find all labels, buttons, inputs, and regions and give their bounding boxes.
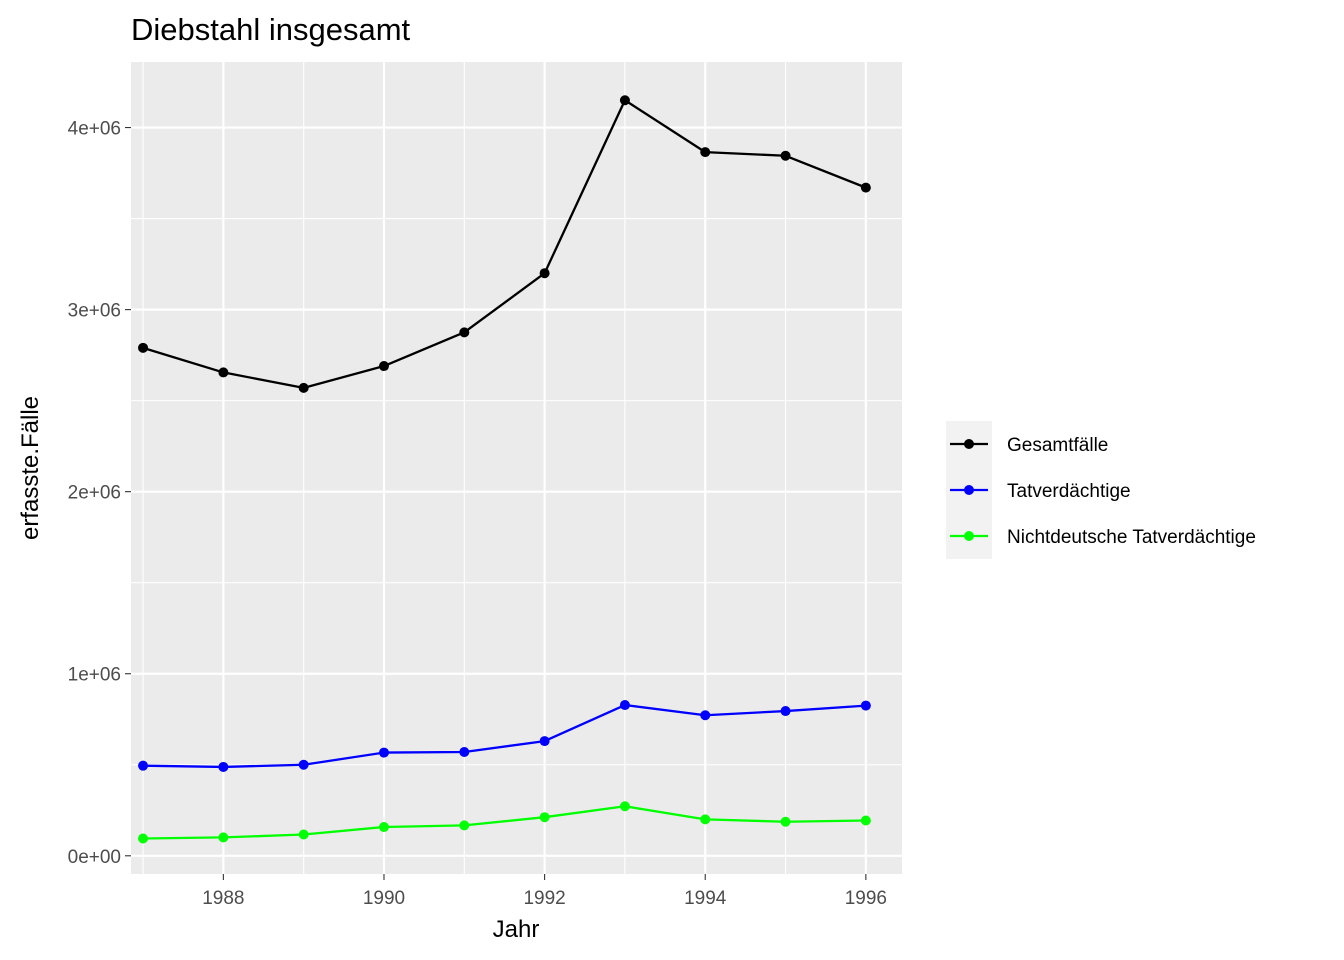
- series-line: [142, 99, 867, 390]
- data-point: [378, 747, 389, 758]
- data-point: [459, 327, 470, 338]
- data-point: [619, 95, 630, 106]
- data-point: [780, 816, 791, 827]
- legend: Gesamtfälle Tatverdächtige Nichtdeutsche T…: [946, 421, 1256, 559]
- y-tick-label: 2e+06: [68, 483, 121, 504]
- chart-title: Diebstahl insgesamt: [131, 12, 411, 47]
- data-point: [218, 367, 229, 378]
- legend-label: Tatverdächtige: [1007, 481, 1131, 502]
- data-point: [218, 761, 229, 772]
- data-point: [700, 814, 711, 825]
- x-tick-label: 1992: [523, 888, 565, 909]
- data-point: [700, 710, 711, 721]
- plot-panel: [131, 62, 902, 874]
- data-point: [138, 833, 149, 844]
- series-layer: [138, 95, 871, 844]
- data-point: [860, 700, 871, 711]
- y-tick-label: 4e+06: [68, 119, 121, 140]
- data-point: [539, 812, 550, 823]
- grid: [131, 62, 902, 874]
- data-point: [539, 736, 550, 747]
- data-point: [298, 382, 309, 393]
- y-axis: 0e+00 1e+06 2e+06 3e+06 4e+06: [68, 119, 131, 868]
- y-tick-label: 1e+06: [68, 665, 121, 686]
- data-point: [218, 832, 229, 843]
- data-point: [378, 361, 389, 372]
- x-tick-label: 1996: [845, 888, 887, 909]
- data-point: [459, 747, 470, 758]
- x-tick-label: 1990: [363, 888, 405, 909]
- series: [138, 700, 871, 772]
- x-axis: 1988 1990 1992 1994 1996: [202, 874, 887, 909]
- legend-key-point: [964, 531, 974, 541]
- data-point: [298, 829, 309, 840]
- series: [138, 95, 871, 393]
- data-point: [619, 801, 630, 812]
- legend-label: Gesamtfälle: [1007, 435, 1108, 456]
- y-tick-label: 0e+00: [68, 847, 121, 868]
- x-tick-label: 1994: [684, 888, 727, 909]
- data-point: [860, 182, 871, 193]
- data-point: [619, 700, 630, 711]
- data-point: [138, 342, 149, 353]
- x-tick-label: 1988: [202, 888, 244, 909]
- data-point: [780, 706, 791, 717]
- legend-label: Nichtdeutsche Tatverdächtige: [1007, 527, 1256, 548]
- data-point: [298, 759, 309, 770]
- data-point: [780, 150, 791, 161]
- series: [138, 801, 871, 844]
- x-axis-title: Jahr: [493, 916, 540, 943]
- series-line: [143, 703, 866, 769]
- legend-key-point: [964, 439, 974, 449]
- data-point: [138, 760, 149, 771]
- y-tick-label: 3e+06: [68, 301, 121, 322]
- data-point: [378, 822, 389, 833]
- data-point: [539, 268, 550, 279]
- legend-key-point: [964, 485, 974, 495]
- data-point: [459, 820, 470, 831]
- data-point: [700, 147, 711, 158]
- series-line: [143, 805, 866, 840]
- y-axis-title: erfasste.Fälle: [17, 396, 44, 540]
- data-point: [860, 815, 871, 826]
